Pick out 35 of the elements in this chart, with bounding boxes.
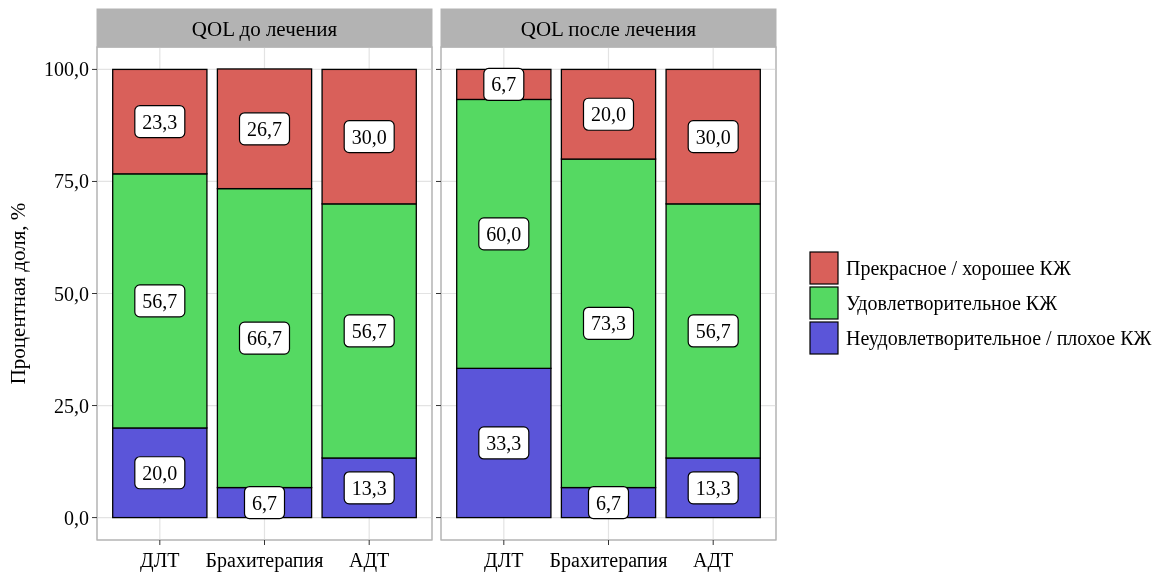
legend-label: Удовлетворительное КЖ xyxy=(846,292,1058,315)
chart-title: QOL до лечения xyxy=(191,17,338,41)
data-label: 6,7 xyxy=(491,73,517,96)
x-tick-label: Брахитерапия xyxy=(549,549,668,572)
data-label: 33,3 xyxy=(486,431,522,454)
data-label: 73,3 xyxy=(591,312,626,335)
x-tick-label: АДТ xyxy=(349,549,390,572)
data-label: 56,7 xyxy=(351,319,387,342)
data-label: 20,0 xyxy=(142,461,178,484)
x-tick-label: ДЛТ xyxy=(484,549,524,572)
data-label: 30,0 xyxy=(695,125,731,148)
y-tick-label: 25,0 xyxy=(54,394,89,417)
data-label: 56,7 xyxy=(695,319,731,342)
y-tick-label: 0,0 xyxy=(64,506,89,529)
x-tick-label: Брахитерапия xyxy=(205,549,324,572)
data-label: 20,0 xyxy=(591,103,626,126)
data-label: 13,3 xyxy=(351,476,387,499)
data-label: 30,0 xyxy=(351,125,387,148)
x-tick-label: АДТ xyxy=(693,549,734,572)
data-label: 60,0 xyxy=(486,222,522,245)
data-label: 56,7 xyxy=(142,289,178,312)
y-tick-label: 100,0 xyxy=(44,58,89,81)
data-label: 66,7 xyxy=(247,327,282,350)
y-axis-title: Процентная доля, % xyxy=(6,202,30,385)
legend-label: Неудовлетворительное / плохое КЖ xyxy=(846,327,1152,350)
y-tick-label: 50,0 xyxy=(54,282,89,305)
data-label: 6,7 xyxy=(596,491,621,514)
chart-title: QOL после лечения xyxy=(520,17,697,41)
data-label: 23,3 xyxy=(142,110,178,133)
data-label: 6,7 xyxy=(252,491,277,514)
legend-label: Прекрасное / хорошее КЖ xyxy=(846,257,1071,280)
data-label: 13,3 xyxy=(695,476,731,499)
data-label: 26,7 xyxy=(247,117,282,140)
y-tick-label: 75,0 xyxy=(54,170,89,193)
x-tick-label: ДЛТ xyxy=(140,549,180,572)
